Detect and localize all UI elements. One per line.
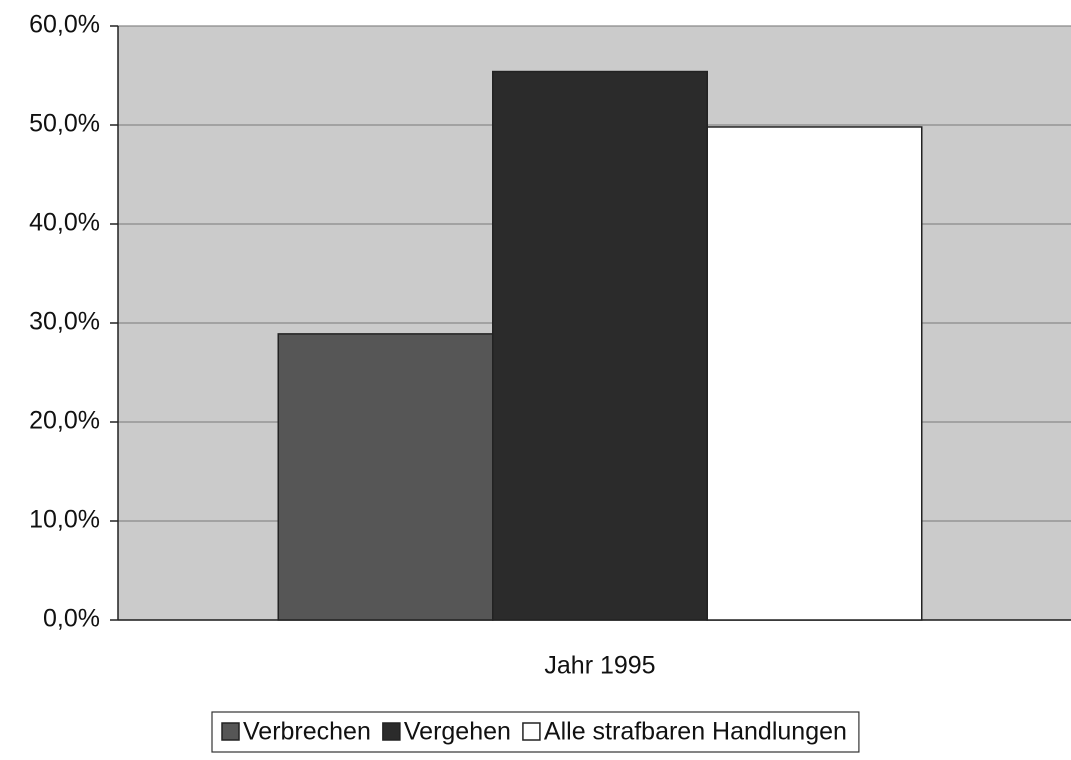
y-tick-label: 10,0%	[29, 506, 100, 534]
y-tick-label: 40,0%	[29, 209, 100, 237]
bar	[277, 333, 494, 621]
legend: Verbrechen Vergehen Alle strafbaren Handlu…	[211, 711, 860, 753]
bar	[492, 70, 708, 621]
legend-label: Verbrechen	[243, 718, 371, 746]
legend-swatch	[221, 722, 240, 741]
legend-label: Alle strafbaren Handlungen	[544, 718, 847, 746]
y-tick-label: 30,0%	[29, 308, 100, 336]
y-tick-label: 60,0%	[29, 11, 100, 39]
legend-label: Vergehen	[404, 718, 511, 746]
legend-swatch	[522, 722, 541, 741]
y-tick-label: 0,0%	[43, 605, 100, 633]
x-tick-label: Jahr 1995	[544, 652, 655, 680]
y-tick-label: 50,0%	[29, 110, 100, 138]
bar	[706, 126, 923, 621]
legend-swatch	[382, 722, 401, 741]
y-tick-label: 20,0%	[29, 407, 100, 435]
